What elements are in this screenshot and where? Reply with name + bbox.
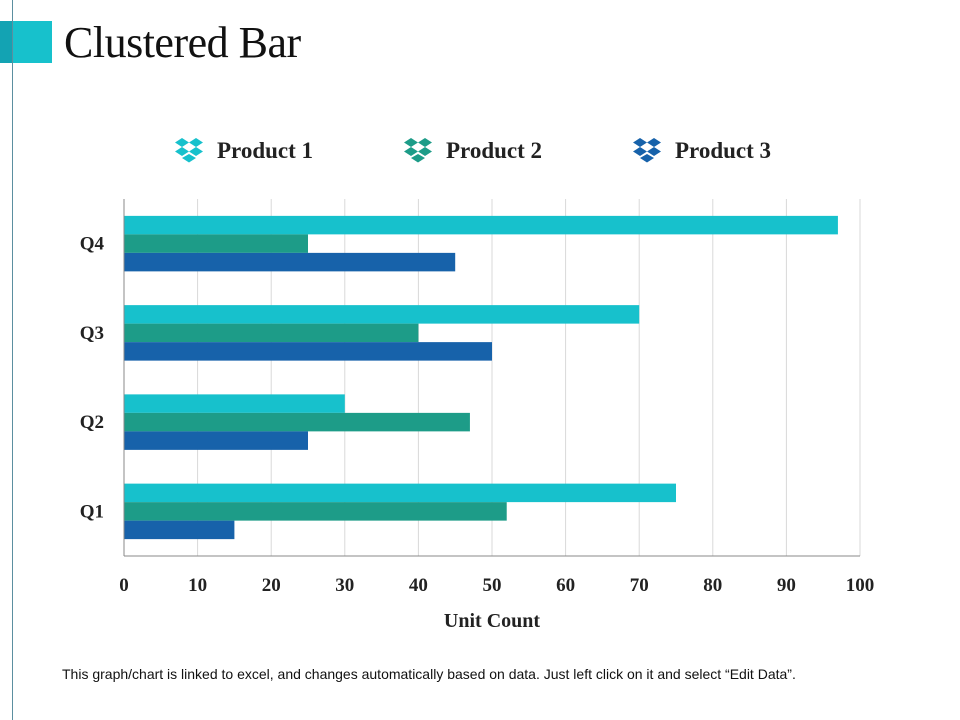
legend-item-product-2[interactable]: Product 2 (402, 133, 542, 169)
x-tick-label: 90 (777, 575, 796, 596)
bar (124, 305, 640, 324)
bar (124, 502, 507, 521)
dropbox-icon (404, 138, 432, 163)
dropbox-icon (175, 138, 203, 163)
x-tick-label: 20 (262, 575, 281, 596)
x-axis-title: Unit Count (444, 610, 540, 632)
dropbox-icon (633, 138, 661, 163)
bar (124, 252, 456, 272)
x-tick-label: 50 (483, 575, 502, 596)
page-title: Clustered Bar (64, 18, 301, 67)
y-category-label: Q1 (80, 501, 104, 522)
footnote: This graph/chart is linked to excel, and… (62, 666, 796, 682)
legend-label-product-2: Product 2 (446, 138, 543, 163)
bar (124, 215, 838, 235)
x-tick-label: 100 (846, 575, 875, 596)
x-tick-label: 70 (630, 575, 649, 596)
x-tick-label: 40 (409, 575, 428, 596)
bar (124, 342, 492, 361)
legend-label-product-1: Product 1 (217, 138, 314, 163)
bar (124, 394, 345, 413)
x-tick-label: 80 (703, 575, 722, 596)
title-accent-block (0, 21, 52, 63)
bar (124, 234, 308, 253)
bar (124, 323, 419, 343)
y-category-label: Q3 (80, 323, 104, 344)
bar (124, 520, 235, 540)
title-accent-light (13, 21, 52, 63)
bar (124, 431, 308, 450)
legend-item-product-3[interactable]: Product 3 (631, 133, 771, 169)
legend-item-product-1[interactable]: Product 1 (173, 133, 313, 169)
bar (124, 483, 676, 503)
legend-label-product-3: Product 3 (675, 138, 772, 163)
title-accent-dark (0, 21, 12, 63)
x-tick-label: 30 (335, 575, 354, 596)
bar (124, 412, 470, 432)
left-border-line (12, 0, 13, 720)
x-tick-label: 60 (556, 575, 575, 596)
y-category-label: Q4 (80, 234, 105, 255)
x-tick-label: 0 (119, 575, 129, 596)
y-category-label: Q2 (80, 412, 104, 433)
x-tick-label: 10 (188, 575, 207, 596)
